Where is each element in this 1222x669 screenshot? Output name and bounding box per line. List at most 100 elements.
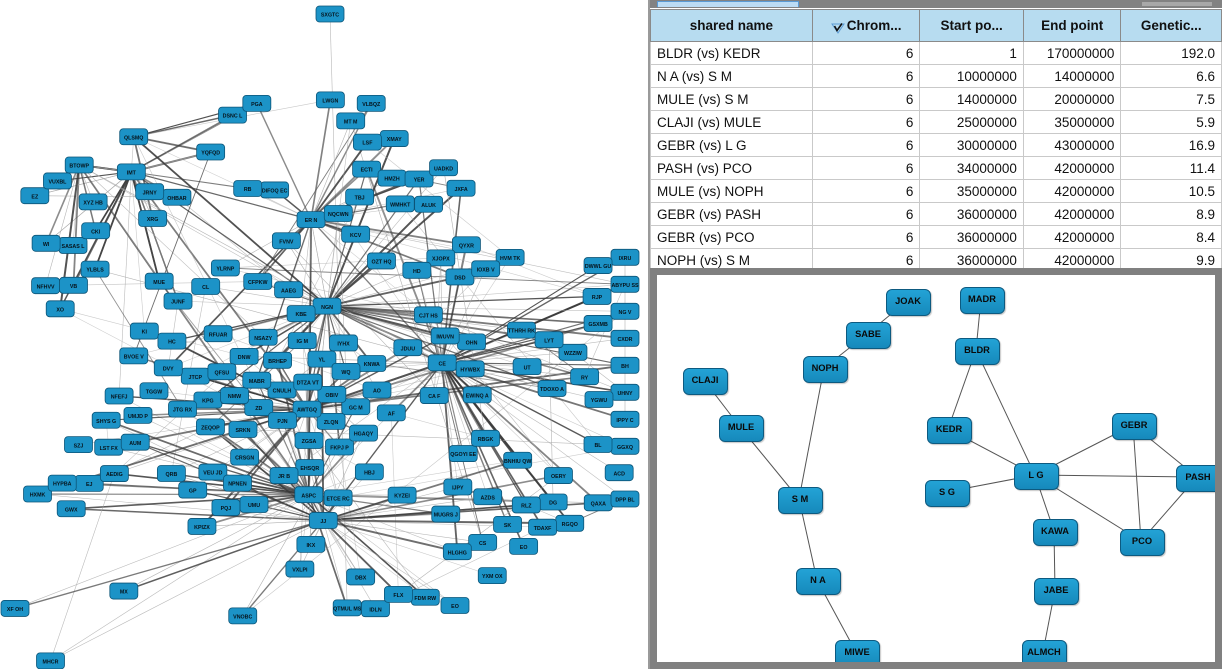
svg-text:BL: BL bbox=[594, 443, 602, 449]
svg-text:AF: AF bbox=[388, 411, 396, 417]
svg-text:XJOPX: XJOPX bbox=[432, 256, 450, 262]
svg-text:VXLPI: VXLPI bbox=[292, 568, 308, 574]
svg-text:KNWA: KNWA bbox=[364, 362, 380, 368]
svg-text:YGWU: YGWU bbox=[591, 398, 608, 404]
svg-text:ABYPU SS: ABYPU SS bbox=[611, 283, 639, 289]
svg-text:NPNEN: NPNEN bbox=[228, 482, 247, 488]
svg-text:NMW: NMW bbox=[228, 394, 241, 400]
svg-text:ZD: ZD bbox=[255, 406, 262, 412]
svg-text:DVY: DVY bbox=[163, 366, 174, 372]
svg-text:VEU JD: VEU JD bbox=[203, 471, 222, 477]
svg-text:DSD: DSD bbox=[454, 276, 465, 282]
svg-text:MABR: MABR bbox=[249, 379, 265, 385]
svg-text:JJ: JJ bbox=[320, 519, 326, 525]
svg-text:LSF: LSF bbox=[362, 141, 373, 147]
svg-text:IXRU: IXRU bbox=[619, 256, 632, 262]
svg-text:OHBAR: OHBAR bbox=[167, 196, 187, 202]
svg-text:VUXBL: VUXBL bbox=[48, 180, 67, 186]
svg-text:JTG RX: JTG RX bbox=[173, 408, 193, 414]
svg-text:KCV: KCV bbox=[350, 233, 362, 239]
svg-text:CS: CS bbox=[479, 541, 487, 547]
svg-text:OERY: OERY bbox=[551, 474, 566, 480]
svg-text:KPIZX: KPIZX bbox=[194, 525, 210, 531]
svg-text:UT: UT bbox=[524, 365, 532, 371]
svg-text:BTOWP: BTOWP bbox=[69, 164, 89, 170]
svg-text:TTHRH RK: TTHRH RK bbox=[508, 329, 535, 335]
svg-text:DNW: DNW bbox=[238, 355, 251, 361]
svg-text:RBGK: RBGK bbox=[478, 437, 494, 443]
svg-text:GC M: GC M bbox=[349, 405, 363, 411]
svg-text:JDUU: JDUU bbox=[401, 346, 416, 352]
svg-text:HLGHG: HLGHG bbox=[448, 550, 467, 556]
svg-text:QAXA: QAXA bbox=[591, 501, 606, 507]
svg-text:WMHKT: WMHKT bbox=[390, 202, 411, 208]
svg-text:RB: RB bbox=[244, 187, 252, 193]
svg-text:QTMUL MS: QTMUL MS bbox=[333, 606, 362, 612]
svg-text:HXMK: HXMK bbox=[30, 493, 46, 499]
svg-text:YLBLS: YLBLS bbox=[86, 268, 104, 274]
svg-text:NG V: NG V bbox=[619, 310, 632, 316]
svg-text:CRSGN: CRSGN bbox=[235, 456, 254, 462]
svg-text:YER: YER bbox=[414, 178, 425, 184]
svg-text:NFHVV: NFHVV bbox=[37, 284, 55, 290]
svg-text:ER N: ER N bbox=[305, 218, 318, 224]
svg-text:HC: HC bbox=[168, 340, 176, 346]
svg-text:BNHIU QW: BNHIU QW bbox=[504, 459, 531, 465]
svg-text:NFEFJ: NFEFJ bbox=[111, 395, 128, 401]
svg-text:GWX: GWX bbox=[65, 507, 78, 513]
svg-text:HGAQY: HGAQY bbox=[354, 432, 374, 438]
svg-text:XRG: XRG bbox=[147, 217, 158, 223]
svg-text:NGN: NGN bbox=[321, 305, 333, 311]
svg-text:RJP: RJP bbox=[592, 295, 603, 301]
svg-text:ETCE RC: ETCE RC bbox=[326, 496, 349, 502]
svg-text:AZDS: AZDS bbox=[480, 495, 495, 501]
svg-text:TGGW: TGGW bbox=[146, 389, 162, 395]
svg-text:JXFA: JXFA bbox=[454, 187, 467, 193]
svg-text:NSAZY: NSAZY bbox=[254, 336, 272, 342]
svg-text:AUM: AUM bbox=[129, 441, 142, 447]
svg-text:ZGSA: ZGSA bbox=[302, 439, 317, 445]
svg-text:DG: DG bbox=[549, 501, 557, 507]
svg-text:DSNC L: DSNC L bbox=[223, 114, 243, 120]
svg-text:AWTGQ: AWTGQ bbox=[297, 408, 317, 414]
svg-text:GP: GP bbox=[189, 489, 197, 495]
svg-text:QRB: QRB bbox=[166, 472, 178, 478]
svg-text:AAEG: AAEG bbox=[281, 288, 296, 294]
svg-text:OZT HQ: OZT HQ bbox=[371, 260, 391, 266]
svg-text:QFSU: QFSU bbox=[215, 370, 230, 376]
svg-text:HYWBX: HYWBX bbox=[460, 367, 480, 373]
svg-text:DIFOQ EC: DIFOQ EC bbox=[262, 189, 288, 195]
svg-text:QGOYI EE: QGOYI EE bbox=[450, 452, 476, 458]
svg-text:LWGN: LWGN bbox=[322, 98, 338, 104]
svg-text:SK: SK bbox=[504, 523, 512, 529]
svg-text:DBX: DBX bbox=[355, 576, 367, 582]
svg-text:XO: XO bbox=[56, 307, 64, 313]
svg-text:BRHEP: BRHEP bbox=[268, 359, 287, 365]
svg-text:VNOBC: VNOBC bbox=[233, 614, 252, 620]
svg-text:ZEQOP: ZEQOP bbox=[201, 425, 220, 431]
svg-text:IJPY: IJPY bbox=[452, 486, 464, 492]
svg-text:MUGRS J: MUGRS J bbox=[434, 513, 458, 519]
svg-text:XYZ HB: XYZ HB bbox=[83, 200, 103, 206]
svg-text:UHNY: UHNY bbox=[617, 391, 632, 397]
svg-text:FVNV: FVNV bbox=[279, 239, 294, 245]
svg-text:SHYS G: SHYS G bbox=[96, 419, 116, 425]
svg-text:TBJ: TBJ bbox=[355, 196, 365, 202]
svg-text:EO: EO bbox=[451, 604, 459, 610]
svg-text:RY: RY bbox=[581, 375, 589, 381]
svg-text:HD: HD bbox=[413, 269, 421, 275]
svg-text:GGXQ: GGXQ bbox=[617, 445, 633, 451]
svg-text:JUNF: JUNF bbox=[171, 300, 186, 306]
svg-text:IOXB V: IOXB V bbox=[477, 267, 495, 273]
svg-text:XF OH: XF OH bbox=[7, 607, 23, 613]
svg-text:TDAXF: TDAXF bbox=[534, 526, 552, 532]
svg-text:SRKN: SRKN bbox=[235, 428, 250, 434]
svg-text:IWUVN: IWUVN bbox=[436, 335, 454, 341]
svg-text:CNULH: CNULH bbox=[273, 389, 292, 395]
svg-text:CJT HS: CJT HS bbox=[419, 313, 438, 319]
svg-text:IYHX: IYHX bbox=[337, 342, 350, 348]
svg-text:SASAS L: SASAS L bbox=[62, 244, 86, 250]
svg-text:BH: BH bbox=[621, 364, 629, 370]
svg-text:HVM TK: HVM TK bbox=[500, 256, 520, 262]
svg-text:BVOE V: BVOE V bbox=[124, 354, 144, 360]
